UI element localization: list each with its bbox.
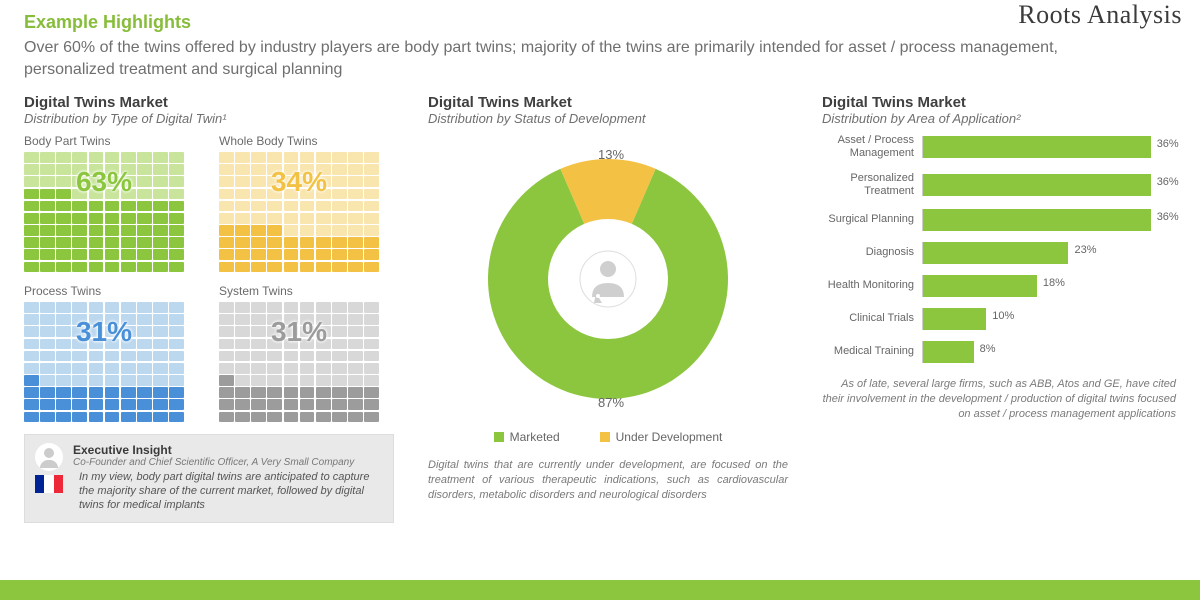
donut-slice-label: 87% — [598, 395, 624, 410]
bar-track: 36% — [922, 174, 1176, 196]
legend-swatch — [494, 432, 504, 442]
bar-fill — [923, 242, 1068, 264]
bar-category-label: Asset / Process Management — [822, 134, 922, 160]
legend-swatch — [600, 432, 610, 442]
waffle-percent: 63% — [76, 166, 132, 198]
legend-item: Under Development — [600, 430, 723, 444]
bar-fill — [923, 308, 986, 330]
bar-category-label: Health Monitoring — [822, 279, 922, 292]
bar-fill — [923, 136, 1151, 158]
legend-label: Under Development — [616, 430, 723, 444]
panel-footnote: Digital twins that are currently under d… — [428, 458, 788, 503]
donut-slice-label: 13% — [598, 147, 624, 162]
bar-track: 36% — [922, 136, 1176, 158]
waffle-wrap: 34% — [219, 152, 379, 272]
donut-legend: Marketed Under Development — [428, 430, 788, 444]
waffle-grid-container: Body Part Twins 63% Whole Body Twins 34% Pro… — [24, 134, 394, 422]
waffle-block: Process Twins 31% — [24, 284, 199, 422]
bar-row: Diagnosis 23% — [822, 242, 1176, 264]
legend-label: Marketed — [510, 430, 560, 444]
insight-avatar-block — [35, 443, 63, 493]
bar-chart: Asset / Process Management36%Personalize… — [822, 134, 1176, 363]
bar-value-label: 10% — [992, 310, 1014, 322]
bar-fill — [923, 209, 1151, 231]
panel-type-of-twin: Digital Twins Market Distribution by Typ… — [24, 94, 394, 523]
bar-value-label: 36% — [1157, 176, 1179, 188]
insight-heading: Executive Insight — [73, 443, 383, 457]
bar-value-label: 18% — [1043, 277, 1065, 289]
waffle-block: Body Part Twins 63% — [24, 134, 199, 272]
bar-track: 10% — [922, 308, 1176, 330]
insight-role: Co-Founder and Chief Scientific Officer,… — [73, 457, 383, 468]
panel-title: Digital Twins Market — [822, 94, 1176, 111]
insight-quote: In my view, body part digital twins are … — [73, 471, 383, 512]
bar-value-label: 36% — [1157, 211, 1179, 223]
bar-value-label: 8% — [980, 343, 996, 355]
flag-icon — [35, 475, 63, 493]
bar-row: Health Monitoring 18% — [822, 275, 1176, 297]
waffle-block: System Twins 31% — [219, 284, 394, 422]
bar-row: Clinical Trials 10% — [822, 308, 1176, 330]
insight-text: Executive Insight Co-Founder and Chief S… — [73, 443, 383, 512]
brand-logo-text: Roots Analysis — [1018, 0, 1182, 30]
bar-category-label: Clinical Trials — [822, 312, 922, 325]
panel-area-of-application: Digital Twins Market Distribution by Are… — [822, 94, 1176, 523]
panel-footnote: As of late, several large firms, such as… — [822, 377, 1176, 422]
donut-chart: 13% 87% — [463, 134, 753, 424]
waffle-wrap: 31% — [219, 302, 379, 422]
panel-status-of-development: Digital Twins Market Distribution by Sta… — [428, 94, 788, 523]
waffle-label: System Twins — [219, 284, 394, 298]
waffle-percent: 34% — [271, 166, 327, 198]
waffle-percent: 31% — [271, 316, 327, 348]
bar-track: 23% — [922, 242, 1176, 264]
waffle-label: Whole Body Twins — [219, 134, 394, 148]
bar-track: 8% — [922, 341, 1176, 363]
panel-title: Digital Twins Market — [428, 94, 788, 111]
bar-category-label: Surgical Planning — [822, 213, 922, 226]
panels-row: Digital Twins Market Distribution by Typ… — [0, 86, 1200, 523]
bar-value-label: 23% — [1074, 244, 1096, 256]
legend-item: Marketed — [494, 430, 560, 444]
bar-row: Asset / Process Management 36% — [822, 134, 1176, 160]
scientist-icon — [578, 249, 638, 309]
panel-title: Digital Twins Market — [24, 94, 394, 111]
bar-row: Surgical Planning 36% — [822, 209, 1176, 231]
page-subtitle: Over 60% of the twins offered by industr… — [24, 37, 1104, 80]
waffle-wrap: 31% — [24, 302, 184, 422]
bar-category-label: Personalized Treatment — [822, 172, 922, 198]
bottom-accent-strip — [0, 580, 1200, 600]
panel-subtitle: Distribution by Area of Application² — [822, 111, 1176, 126]
bar-value-label: 36% — [1157, 138, 1179, 150]
panel-subtitle: Distribution by Status of Development — [428, 111, 788, 126]
person-icon — [35, 443, 63, 471]
panel-subtitle: Distribution by Type of Digital Twin¹ — [24, 111, 394, 126]
bar-category-label: Medical Training — [822, 345, 922, 358]
waffle-block: Whole Body Twins 34% — [219, 134, 394, 272]
bar-row: Personalized Treatment 36% — [822, 172, 1176, 198]
page-title: Example Highlights — [24, 12, 1176, 33]
waffle-label: Process Twins — [24, 284, 199, 298]
bar-category-label: Diagnosis — [822, 246, 922, 259]
bar-track: 18% — [922, 275, 1176, 297]
waffle-wrap: 63% — [24, 152, 184, 272]
executive-insight-card: Executive Insight Co-Founder and Chief S… — [24, 434, 394, 523]
bar-track: 36% — [922, 209, 1176, 231]
bar-fill — [923, 174, 1151, 196]
waffle-percent: 31% — [76, 316, 132, 348]
bar-row: Medical Training 8% — [822, 341, 1176, 363]
bar-fill — [923, 341, 974, 363]
bar-fill — [923, 275, 1037, 297]
waffle-label: Body Part Twins — [24, 134, 199, 148]
